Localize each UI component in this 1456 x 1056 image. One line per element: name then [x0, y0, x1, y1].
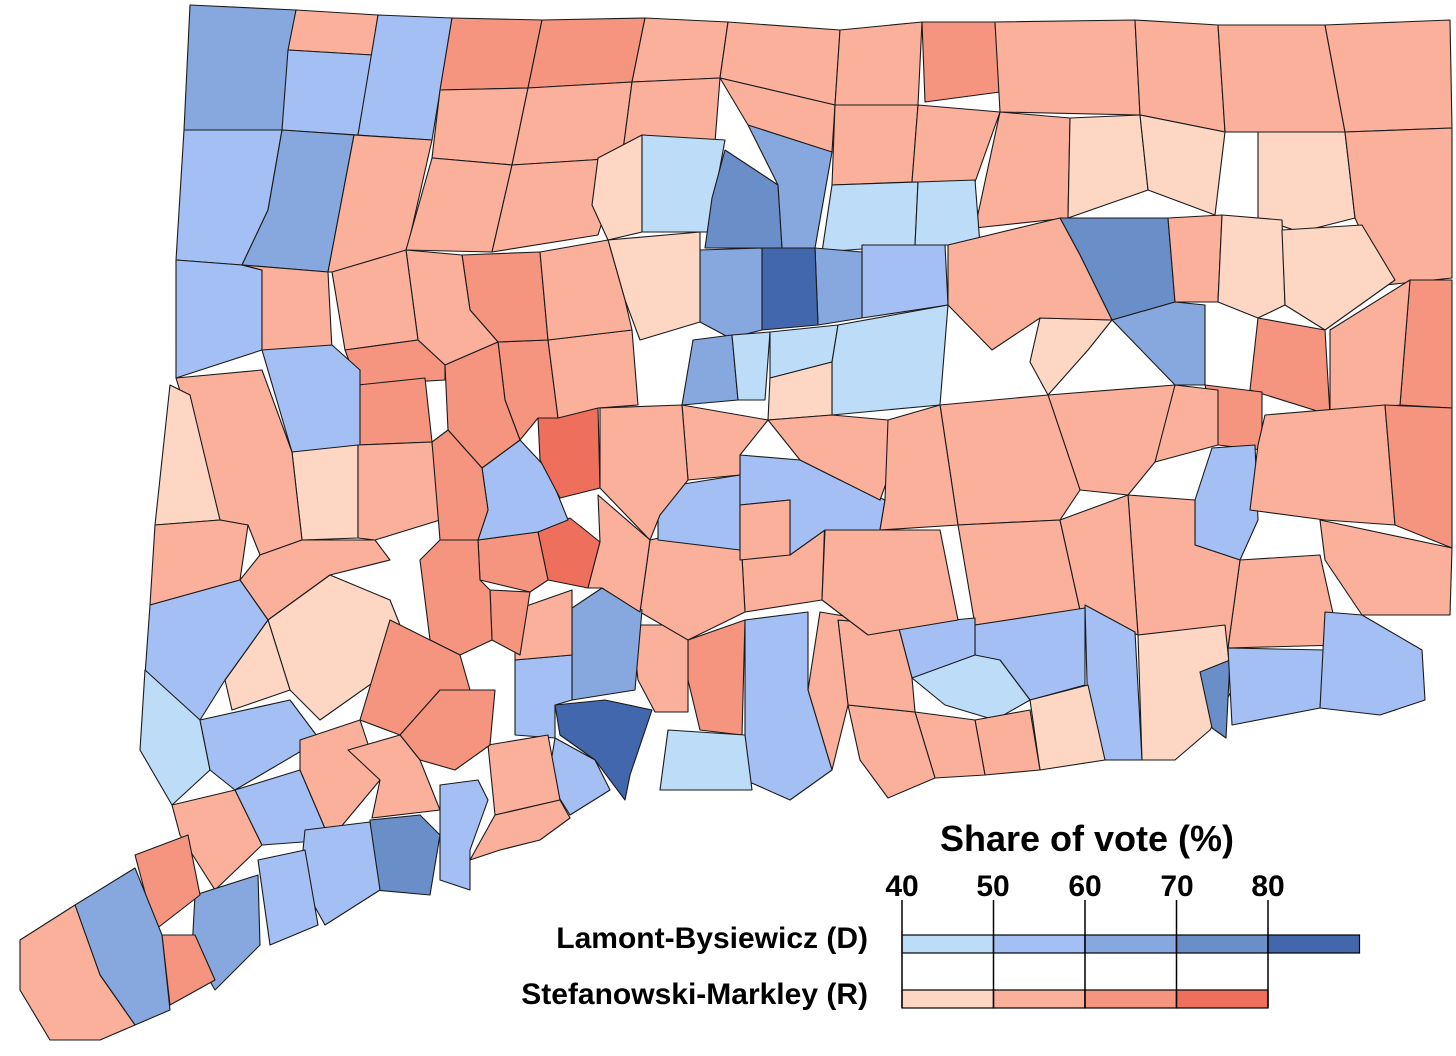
town-w111 — [599, 404, 689, 541]
town-w24 — [1324, 19, 1453, 133]
town-w2 — [287, 9, 379, 56]
town-w69 — [957, 519, 1081, 626]
legend-swatch-d-0 — [901, 934, 995, 954]
town-w87 — [659, 729, 753, 791]
town-w29 — [1067, 114, 1149, 219]
town-w148 — [19, 904, 136, 1041]
town-w97 — [879, 404, 959, 531]
town-shapes — [19, 4, 1453, 1041]
town-w37 — [821, 181, 919, 253]
town-w80 — [974, 709, 1041, 776]
town-w61 — [1194, 444, 1259, 561]
town-w127 — [149, 519, 249, 606]
town-w44 — [681, 334, 739, 406]
town-w122 — [357, 441, 441, 541]
town-w77 — [1199, 659, 1231, 739]
town-w1 — [183, 4, 297, 131]
town-w41 — [761, 247, 819, 331]
town-w22 — [1134, 19, 1226, 133]
town-w140 — [439, 779, 489, 891]
legend-label-republican: Stefanowski-Markley (R) — [521, 978, 868, 1011]
town-w30 — [1139, 114, 1226, 216]
town-w19 — [834, 21, 923, 106]
town-w11 — [527, 17, 646, 89]
town-w118 — [357, 377, 433, 446]
town-w10 — [439, 17, 543, 91]
town-w50 — [1111, 301, 1206, 386]
town-w33 — [591, 134, 643, 241]
town-w133 — [199, 699, 321, 791]
town-w114 — [539, 239, 633, 341]
town-w88 — [631, 624, 689, 713]
town-w58 — [947, 217, 1113, 351]
legend-tick-40: 40 — [885, 870, 919, 903]
legend-tick-70: 70 — [1160, 870, 1194, 903]
town-w99 — [554, 699, 653, 801]
town-w40 — [814, 247, 863, 326]
town-w51 — [1167, 214, 1223, 303]
town-w3 — [281, 49, 373, 136]
legend-tick-80: 80 — [1251, 870, 1285, 903]
town-w110 — [547, 329, 639, 419]
town-w63 — [1384, 404, 1453, 549]
town-w20 — [921, 21, 1001, 103]
legend-swatch-d-4 — [1267, 934, 1361, 954]
legend-tick-60: 60 — [1068, 870, 1102, 903]
town-w12 — [431, 87, 529, 166]
town-w21 — [994, 19, 1141, 116]
legend-swatch-d-1 — [992, 934, 1086, 954]
town-w27 — [911, 104, 1001, 183]
town-w78 — [1227, 647, 1326, 726]
town-w47 — [831, 304, 949, 416]
town-w38 — [914, 179, 981, 246]
town-w134 — [171, 789, 263, 891]
legend-swatch-r-2 — [1084, 989, 1178, 1009]
town-w65 — [1227, 554, 1341, 649]
legend-label-democratic: Lamont-Bysiewicz (D) — [556, 922, 868, 955]
town-w52 — [1217, 214, 1286, 319]
town-w31 — [1257, 131, 1356, 233]
town-w90 — [821, 529, 959, 636]
town-w143 — [257, 849, 319, 946]
town-w64 — [1319, 519, 1453, 616]
legend-tick-50: 50 — [976, 870, 1010, 903]
town-w45 — [731, 331, 771, 401]
legend-swatch-r-3 — [1175, 989, 1269, 1009]
town-w35 — [704, 149, 783, 249]
town-w79 — [1319, 611, 1426, 716]
town-w94 — [739, 499, 791, 561]
town-w132 — [139, 669, 211, 806]
town-w112 — [587, 494, 651, 613]
town-w57 — [1029, 317, 1113, 396]
legend-title: Share of vote (%) — [940, 818, 1235, 859]
town-w62 — [1249, 404, 1396, 526]
town-w149 — [469, 799, 571, 861]
town-w16 — [631, 17, 729, 83]
town-w121 — [291, 444, 359, 541]
legend-color-scale — [901, 900, 1361, 1009]
town-w86 — [687, 619, 746, 736]
town-w124 — [419, 539, 493, 656]
town-w141 — [369, 814, 441, 896]
legend-swatch-r-1 — [992, 989, 1086, 1009]
town-w53 — [1281, 224, 1396, 331]
town-w26 — [831, 104, 919, 186]
legend-swatch-d-2 — [1084, 934, 1178, 954]
town-w120 — [261, 344, 361, 453]
legend-swatch-d-3 — [1175, 934, 1269, 954]
town-w56 — [1329, 279, 1411, 416]
town-w76 — [1137, 624, 1233, 761]
town-w105 — [477, 531, 549, 593]
town-w15 — [491, 157, 623, 253]
town-w7 — [175, 259, 263, 379]
town-w42 — [699, 247, 763, 339]
legend-swatch-r-0 — [901, 989, 995, 1009]
town-w23 — [1217, 24, 1346, 133]
